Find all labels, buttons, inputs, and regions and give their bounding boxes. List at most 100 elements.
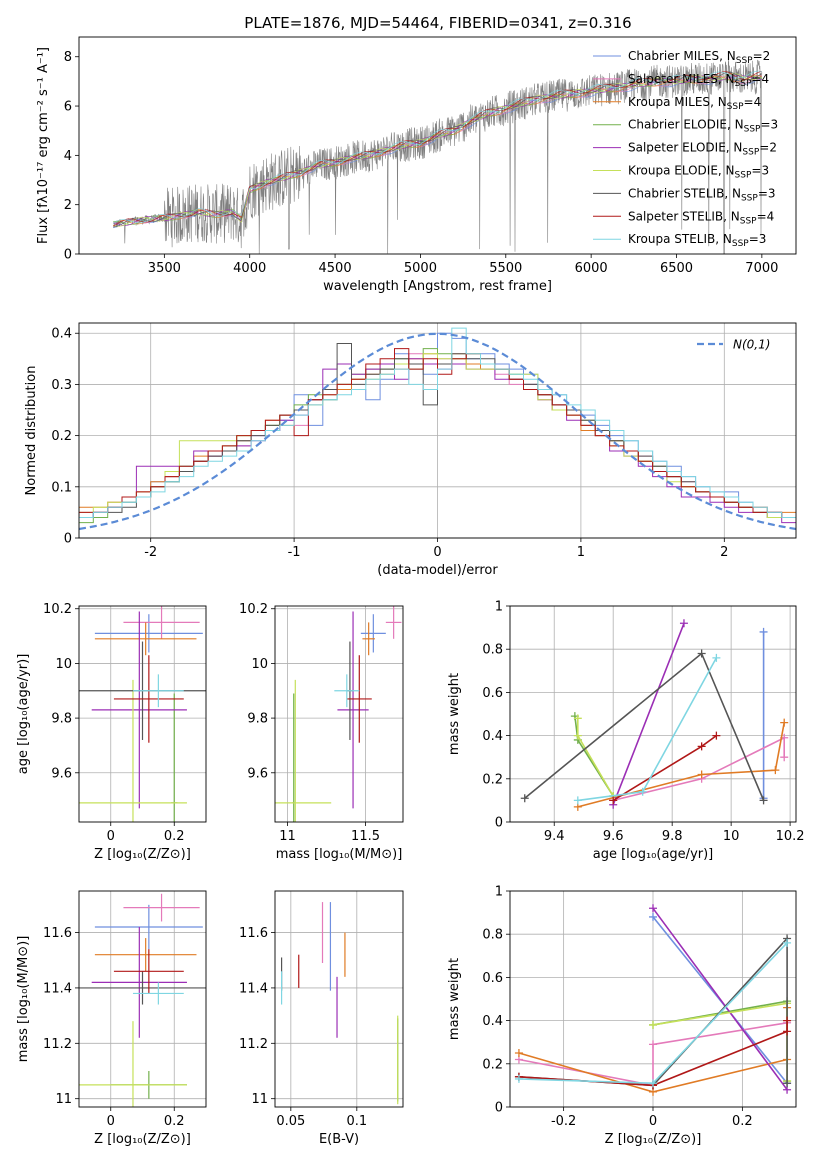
- mw_vs_age-marker: [759, 796, 768, 805]
- legend-n-eq: =: [744, 95, 754, 109]
- spectrum-xtick-label: 6500: [660, 261, 693, 276]
- legend-name: Salpeter STELIB: [628, 209, 723, 223]
- legend-name: Salpeter ELODIE: [628, 141, 726, 155]
- residual-histogram: [79, 353, 796, 538]
- mw_vs_Z-marker: [514, 1049, 523, 1057]
- mass_vs_EBV-xtick-label: 0.05: [276, 1114, 305, 1129]
- mw_vs_age-marker: [712, 653, 721, 662]
- mass_vs_Z-ytick-label: 11.6: [43, 926, 72, 941]
- spectrum-xtick-label: 4000: [233, 261, 266, 276]
- spectrum-xtick-label: 4500: [319, 261, 352, 276]
- normal-legend-label: N(0,1): [733, 338, 770, 352]
- mass_vs_EBV-panel: 0.05 0.1 11 11.2 11.4 11.6 E(B-V): [239, 890, 404, 1147]
- mw_vs_Z-plot-area: [514, 904, 792, 1096]
- age_vs_Z-panel: 0 0.2 9.6 9.8 10 10.2 Z [log₁₀(Z/Z⊙)] age [log₁…: [16, 602, 207, 862]
- legend-label: Salpeter ELODIE, NSSP=2: [628, 141, 777, 158]
- mw_vs_Z-marker: [649, 1079, 657, 1088]
- residuals-ytick-label: 0.3: [51, 378, 72, 393]
- legend-n-value: 4: [754, 95, 762, 109]
- mass_vs_EBV-ytick-label: 11.2: [239, 1037, 268, 1052]
- legend-n-eq: =: [758, 186, 768, 200]
- mw_vs_age-marker: [780, 753, 789, 762]
- mw_vs_Z-marker: [783, 938, 792, 947]
- legend-label: Kroupa STELIB, NSSP=3: [628, 232, 766, 249]
- mass_vs_Z-frame: [78, 890, 207, 1108]
- mw_vs_Z-panel: -0.2 0 0.2 0 0.2 0.4 0.6 0.8 1 Z [log₁₀(Z/Z⊙)] mas…: [447, 885, 797, 1147]
- residuals-xtick-label: -1: [288, 545, 301, 560]
- mw_vs_Z-ytick-label: 0.8: [482, 928, 503, 943]
- mass_vs_Z-ytick-label: 11.2: [43, 1037, 72, 1052]
- residuals-ytick-label: 0.2: [51, 429, 72, 444]
- residual-histogram: [79, 348, 796, 538]
- legend-n-value: 4: [761, 72, 769, 86]
- mass_vs_Z-ytick-label: 11: [55, 1092, 72, 1107]
- mw_vs_Z-ytick-label: 0.4: [482, 1014, 503, 1029]
- legend-n-eq: =: [759, 141, 769, 155]
- mw_vs_age-marker: [759, 627, 768, 636]
- mw_vs_age-ytick-label: 0.6: [482, 686, 503, 701]
- residuals-xtick-label: 0: [433, 545, 441, 560]
- residuals-ytick-label: 0: [64, 532, 72, 547]
- mw_vs_age-marker: [697, 742, 706, 751]
- legend-label: Kroupa ELODIE, NSSP=3: [628, 164, 769, 181]
- legend-n-prefix: , N: [710, 95, 727, 109]
- legend-n-eq: =: [757, 209, 767, 223]
- spectrum-ytick-label: 6: [64, 100, 72, 115]
- legend-ssp-subscript: SSP: [727, 102, 744, 112]
- mw_vs_Z-ytick-label: 0.2: [482, 1057, 503, 1072]
- mw_vs_Z-marker: [783, 1079, 792, 1088]
- legend-n-value: 3: [768, 186, 776, 200]
- legend-label: Chabrier ELODIE, NSSP=3: [628, 118, 778, 135]
- mass_vs_EBV-xlabel: E(B-V): [319, 1132, 359, 1147]
- spectrum-model-line: [113, 73, 763, 227]
- spectrum-model-line: [113, 71, 763, 228]
- mw_vs_age-ytick-label: 1: [495, 600, 503, 615]
- spectrum-xlabel: wavelength [Angstrom, rest frame]: [323, 279, 552, 294]
- mw_vs_age-marker: [712, 731, 721, 740]
- mw_vs_Z-ytick-label: 0: [495, 1101, 503, 1116]
- mass_vs_Z-xlabel: Z [log₁₀(Z/Z⊙)]: [94, 1132, 191, 1147]
- residuals-ytick-label: 0.1: [51, 480, 72, 495]
- age_vs_Z-ytick-label: 10.2: [43, 602, 72, 617]
- mw_vs_Z-marker: [514, 1074, 523, 1083]
- mw_vs_Z-series-line: [652, 907, 788, 1091]
- legend-n-value: 3: [759, 232, 767, 246]
- mass_vs_EBV-plot-area: [280, 902, 399, 1105]
- mw_vs_age-marker: [573, 714, 582, 723]
- legend-label: Kroupa MILES, NSSP=4: [628, 95, 761, 112]
- mass_vs_Z-xtick-label: 0: [107, 1114, 115, 1129]
- age_vs_Z-xtick-label: 0: [107, 829, 115, 844]
- legend-n-eq: =: [751, 72, 761, 86]
- mass_vs_EBV-ytick-label: 11.6: [239, 926, 268, 941]
- residuals-xtick-label: 2: [720, 545, 728, 560]
- spectrum-ytick-label: 8: [64, 50, 72, 65]
- mw_vs_age-series-line: [612, 734, 717, 802]
- mw_vs_Z-ylabel: mass weight: [447, 958, 462, 1040]
- legend-name: Kroupa STELIB: [628, 232, 715, 246]
- legend-ssp-subscript: SSP: [740, 216, 757, 226]
- legend-n-prefix: , N: [724, 186, 741, 200]
- residuals-panel: -2 -1 0 1 2 0 0.1 0.2 0.3 0.4 (data-model)/error No…: [24, 322, 797, 578]
- mw_vs_age-xtick-label: 10.2: [776, 829, 805, 844]
- spectrum-plot-area: [112, 59, 763, 254]
- mw_vs_age-marker: [520, 794, 529, 803]
- legend-name: Chabrier STELIB: [628, 186, 724, 200]
- legend-n-prefix: , N: [723, 209, 740, 223]
- spectrum-model-line: [112, 70, 762, 224]
- mw_vs_age-marker: [573, 796, 582, 805]
- spectrum-ytick-label: 0: [64, 248, 72, 263]
- legend-n-value: 2: [763, 49, 771, 63]
- spectrum-model-line: [113, 75, 762, 226]
- mw_vs_age-ytick-label: 0.2: [482, 772, 503, 787]
- mw_vs_age-plot-area: [520, 619, 789, 811]
- legend-n-prefix: , N: [726, 141, 743, 155]
- mw_vs_age-marker: [771, 766, 780, 775]
- age_vs_Z-xlabel: Z [log₁₀(Z/Z⊙)]: [94, 847, 191, 862]
- mw_vs_age-series-line: [577, 722, 785, 808]
- legend-n-eq: =: [753, 49, 763, 63]
- legend-name: Kroupa MILES: [628, 95, 710, 109]
- mass_vs_Z-plot-area: [79, 893, 206, 1107]
- mw_vs_Z-marker: [783, 1027, 792, 1036]
- mw_vs_age-xtick-label: 9.4: [544, 829, 565, 844]
